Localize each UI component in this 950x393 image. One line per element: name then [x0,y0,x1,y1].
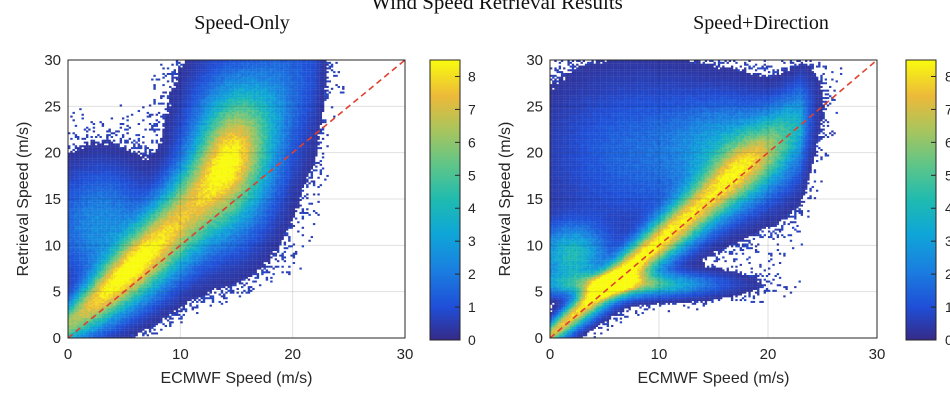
y-tick-label: 30 [526,52,543,69]
x-tick-label: 0 [546,346,554,363]
colorbar-tick-label: 7 [945,101,950,117]
colorbar-tick-label: 3 [945,233,950,249]
x-tick-label: 30 [397,346,414,363]
x-tick-label: 0 [64,346,72,363]
y-tick-label: 20 [526,145,543,162]
y-tick-label: 15 [526,191,543,208]
y-axis-label: Retrieval Speed (m/s) [15,122,32,277]
x-axis-label: ECMWF Speed (m/s) [160,370,312,387]
colorbar-tick-label: 4 [945,200,950,216]
colorbar-tick-label: 6 [945,134,950,150]
colorbar-tick-label: 5 [945,167,950,183]
y-tick-label: 20 [44,145,61,162]
y-tick-label: 5 [53,284,61,301]
colorbar-tick-label: 8 [468,68,476,84]
colorbar [905,59,937,341]
colorbar-tick-label: 3 [468,233,476,249]
y-axis-label: Retrieval Speed (m/s) [497,122,514,277]
axes-frame [549,59,878,339]
colorbar [429,59,461,341]
reference-line [68,60,405,338]
y-tick-label: 30 [44,52,61,69]
colorbar-tick-label: 4 [468,200,476,216]
x-tick-label: 30 [869,346,886,363]
panel-title: Speed+Direction [693,12,829,34]
x-tick-label: 10 [172,346,189,363]
heatmap-cells [68,60,345,338]
heatmap-cells [550,60,843,338]
y-tick-label: 10 [526,237,543,254]
colorbar-tick-label: 2 [468,266,476,282]
y-tick-label: 0 [535,330,543,347]
colorbar-tick-label: 8 [945,68,950,84]
y-tick-label: 5 [535,284,543,301]
reference-line [550,60,877,338]
y-tick-label: 0 [53,330,61,347]
x-axis-label: ECMWF Speed (m/s) [637,370,789,387]
axes-frame [67,59,406,339]
colorbar-tick-label: 1 [945,299,950,315]
colorbar-tick-label: 1 [468,299,476,315]
colorbar-tick-label: 7 [468,101,476,117]
x-tick-label: 20 [284,346,301,363]
colorbar-tick-label: 6 [468,134,476,150]
colorbar-tick-label: 5 [468,167,476,183]
x-tick-label: 20 [760,346,777,363]
colorbar-tick-label: 0 [945,332,950,348]
colorbar-tick-label: 0 [468,332,476,348]
panel-title: Speed-Only [194,12,290,34]
y-tick-label: 25 [526,98,543,115]
y-tick-label: 10 [44,237,61,254]
figure-suptitle: Wind Speed Retrieval Results [371,0,623,14]
y-tick-label: 25 [44,98,61,115]
y-tick-label: 15 [44,191,61,208]
colorbar-tick-label: 2 [945,266,950,282]
x-tick-label: 10 [651,346,668,363]
